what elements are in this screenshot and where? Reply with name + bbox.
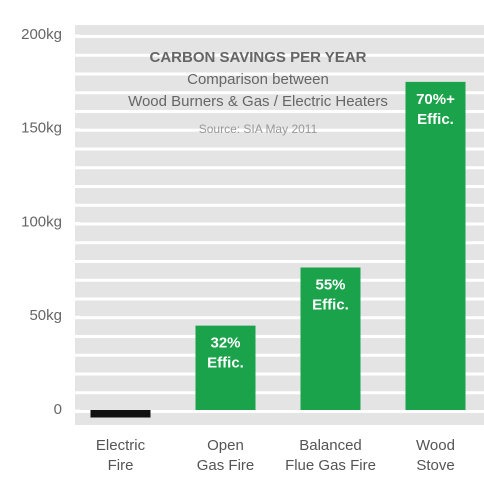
x-tick-label: Balanced: [299, 437, 362, 454]
x-tick-label: Flue Gas Fire: [285, 457, 376, 474]
y-tick-label: 0: [54, 401, 62, 418]
chart-subtitle: Wood Burners & Gas / Electric Heaters: [128, 93, 388, 110]
x-tick-label: Open: [207, 437, 244, 454]
y-tick-label: 50kg: [29, 307, 62, 324]
bar: [300, 267, 361, 410]
bar-label: Effic.: [207, 355, 244, 372]
bar-label: 32%: [210, 335, 240, 352]
x-tick-label: Fire: [108, 457, 134, 474]
x-tick-label: Stove: [416, 457, 454, 474]
bar: [405, 81, 466, 410]
y-tick-label: 200kg: [21, 26, 62, 43]
bar: [90, 410, 151, 418]
bar: [195, 325, 256, 410]
x-tick-label: Wood: [416, 437, 455, 454]
chart-title: CARBON SAVINGS PER YEAR: [150, 49, 367, 66]
x-tick-label: Gas Fire: [197, 457, 255, 474]
y-tick-label: 100kg: [21, 213, 62, 230]
bar-label: 55%: [315, 276, 345, 293]
bar-label: Effic.: [417, 111, 454, 128]
chart-subtitle: Comparison between: [187, 71, 329, 88]
source-note: Source: SIA May 2011: [199, 122, 318, 136]
bar-label: Effic.: [312, 296, 349, 313]
x-tick-label: Electric: [96, 437, 146, 454]
y-tick-label: 150kg: [21, 120, 62, 137]
bar-label: 70%+: [416, 91, 455, 108]
